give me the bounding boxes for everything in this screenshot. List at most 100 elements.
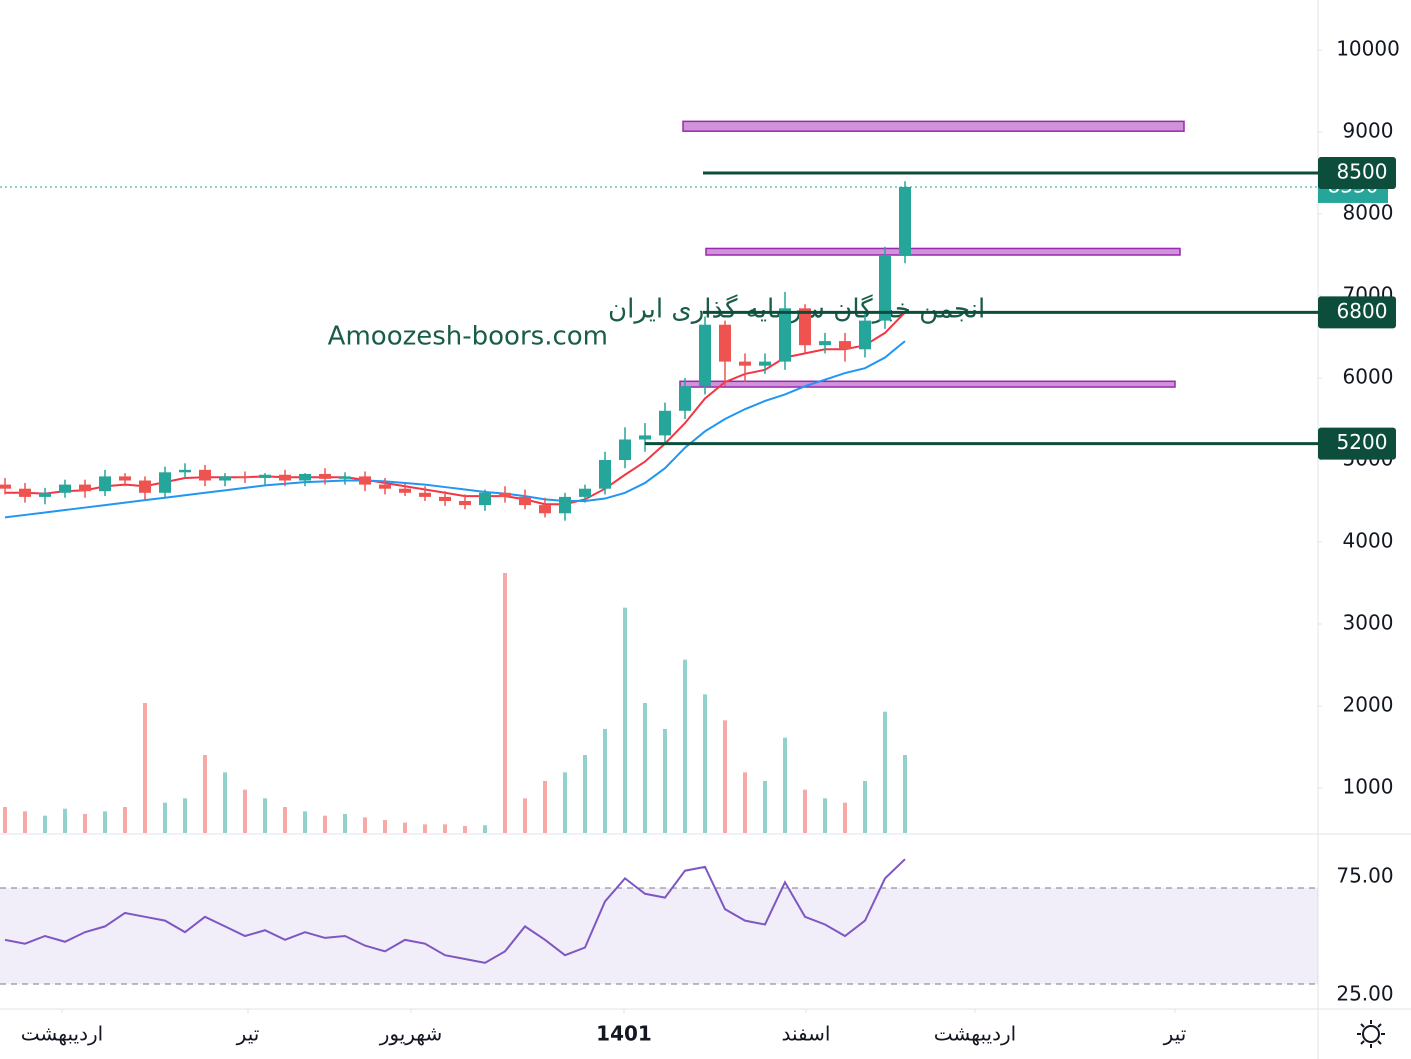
candle (59, 479, 71, 498)
candle (159, 466, 171, 498)
candle (479, 489, 491, 511)
settings-icon[interactable] (1357, 1020, 1385, 1048)
volume-bar (743, 772, 747, 833)
candle (899, 181, 911, 264)
candle-body (239, 476, 251, 479)
volume-bar (763, 781, 767, 833)
x-tick-label: اسفند (782, 1022, 831, 1046)
volume-bar (663, 729, 667, 833)
candle (659, 402, 671, 444)
y-tick-label: 8000 (1343, 201, 1394, 225)
volume-bar (163, 802, 167, 833)
volume-bar (783, 737, 787, 833)
candle (279, 469, 291, 487)
level-box (1318, 427, 1396, 460)
volume-bar (263, 798, 267, 833)
volume-bar (543, 781, 547, 833)
zone (679, 380, 1176, 388)
volume-bar (423, 824, 427, 833)
volume-bar (503, 573, 507, 833)
y-tick-label: 2000 (1343, 692, 1394, 716)
volume-bar (43, 815, 47, 833)
candle (199, 464, 211, 487)
moving-average (5, 311, 906, 506)
volume-bar (643, 703, 647, 833)
volume-bar (123, 807, 127, 833)
candle-body (179, 469, 191, 473)
volume-bar (3, 807, 7, 833)
watermark: Amoozesh-boors.com (328, 322, 608, 352)
candle (539, 497, 551, 518)
volume-bar (303, 811, 307, 833)
candle (19, 482, 31, 503)
moving-average (4, 340, 906, 519)
candle-body (219, 476, 231, 481)
volume-bar (403, 822, 407, 833)
candle-body (859, 320, 871, 350)
candle (319, 468, 331, 485)
candle-body (259, 474, 271, 479)
x-tick-label: تیر (1163, 1022, 1187, 1046)
volume-bar (203, 755, 207, 833)
candle (639, 423, 651, 452)
candle (259, 473, 271, 485)
volume-bar (723, 720, 727, 833)
candle-body (39, 492, 51, 497)
candle (719, 320, 731, 387)
volume-bar (523, 798, 527, 833)
candle-body (0, 484, 11, 489)
volume-bar (703, 694, 707, 833)
candle-body (379, 484, 391, 489)
volume-bar (383, 820, 387, 833)
candle-body (639, 435, 651, 440)
candle-body (119, 476, 131, 481)
x-tick-label: شهریور (379, 1022, 443, 1046)
candle (219, 473, 231, 487)
candle (779, 291, 791, 370)
volume-bar (63, 808, 67, 833)
candle-body (59, 484, 71, 493)
rsi-tick-label: 25.00 (1336, 981, 1393, 1005)
candle-body (759, 361, 771, 366)
level-box (1318, 296, 1396, 329)
candle-body (19, 488, 31, 497)
volume-bar (363, 817, 367, 833)
candle (759, 353, 771, 374)
candle (399, 482, 411, 497)
volume-bar (283, 807, 287, 833)
volume-bar (683, 659, 687, 833)
y-tick-label: 6000 (1343, 365, 1394, 389)
x-tick-label: 1401 (596, 1022, 652, 1046)
candle-body (359, 476, 371, 485)
candle (739, 353, 751, 383)
candle (839, 332, 851, 362)
watermark: انجمن خبرگان سرمایه گذاری ایران (608, 294, 985, 325)
candle (859, 312, 871, 358)
volume-bar (443, 824, 447, 833)
y-tick-label: 9000 (1343, 119, 1394, 143)
candle-body (779, 308, 791, 362)
candle-body (599, 459, 611, 489)
candle (79, 479, 91, 498)
level-label: 5200 (1337, 430, 1388, 454)
candle (119, 473, 131, 487)
candle-body (819, 341, 831, 346)
candle-body (659, 410, 671, 436)
candle-body (479, 492, 491, 506)
candle (879, 246, 891, 329)
volume-bar (583, 755, 587, 833)
candle (379, 478, 391, 495)
volume-bar (103, 811, 107, 833)
candle-body (319, 473, 331, 479)
candle-body (739, 361, 751, 366)
candle (139, 476, 151, 500)
candle (419, 486, 431, 501)
volume-bar (83, 813, 87, 833)
candle (359, 471, 371, 492)
rsi-band (0, 887, 1318, 984)
volume-bar (323, 815, 327, 833)
volume-bar (823, 798, 827, 833)
candle-body (99, 476, 111, 492)
